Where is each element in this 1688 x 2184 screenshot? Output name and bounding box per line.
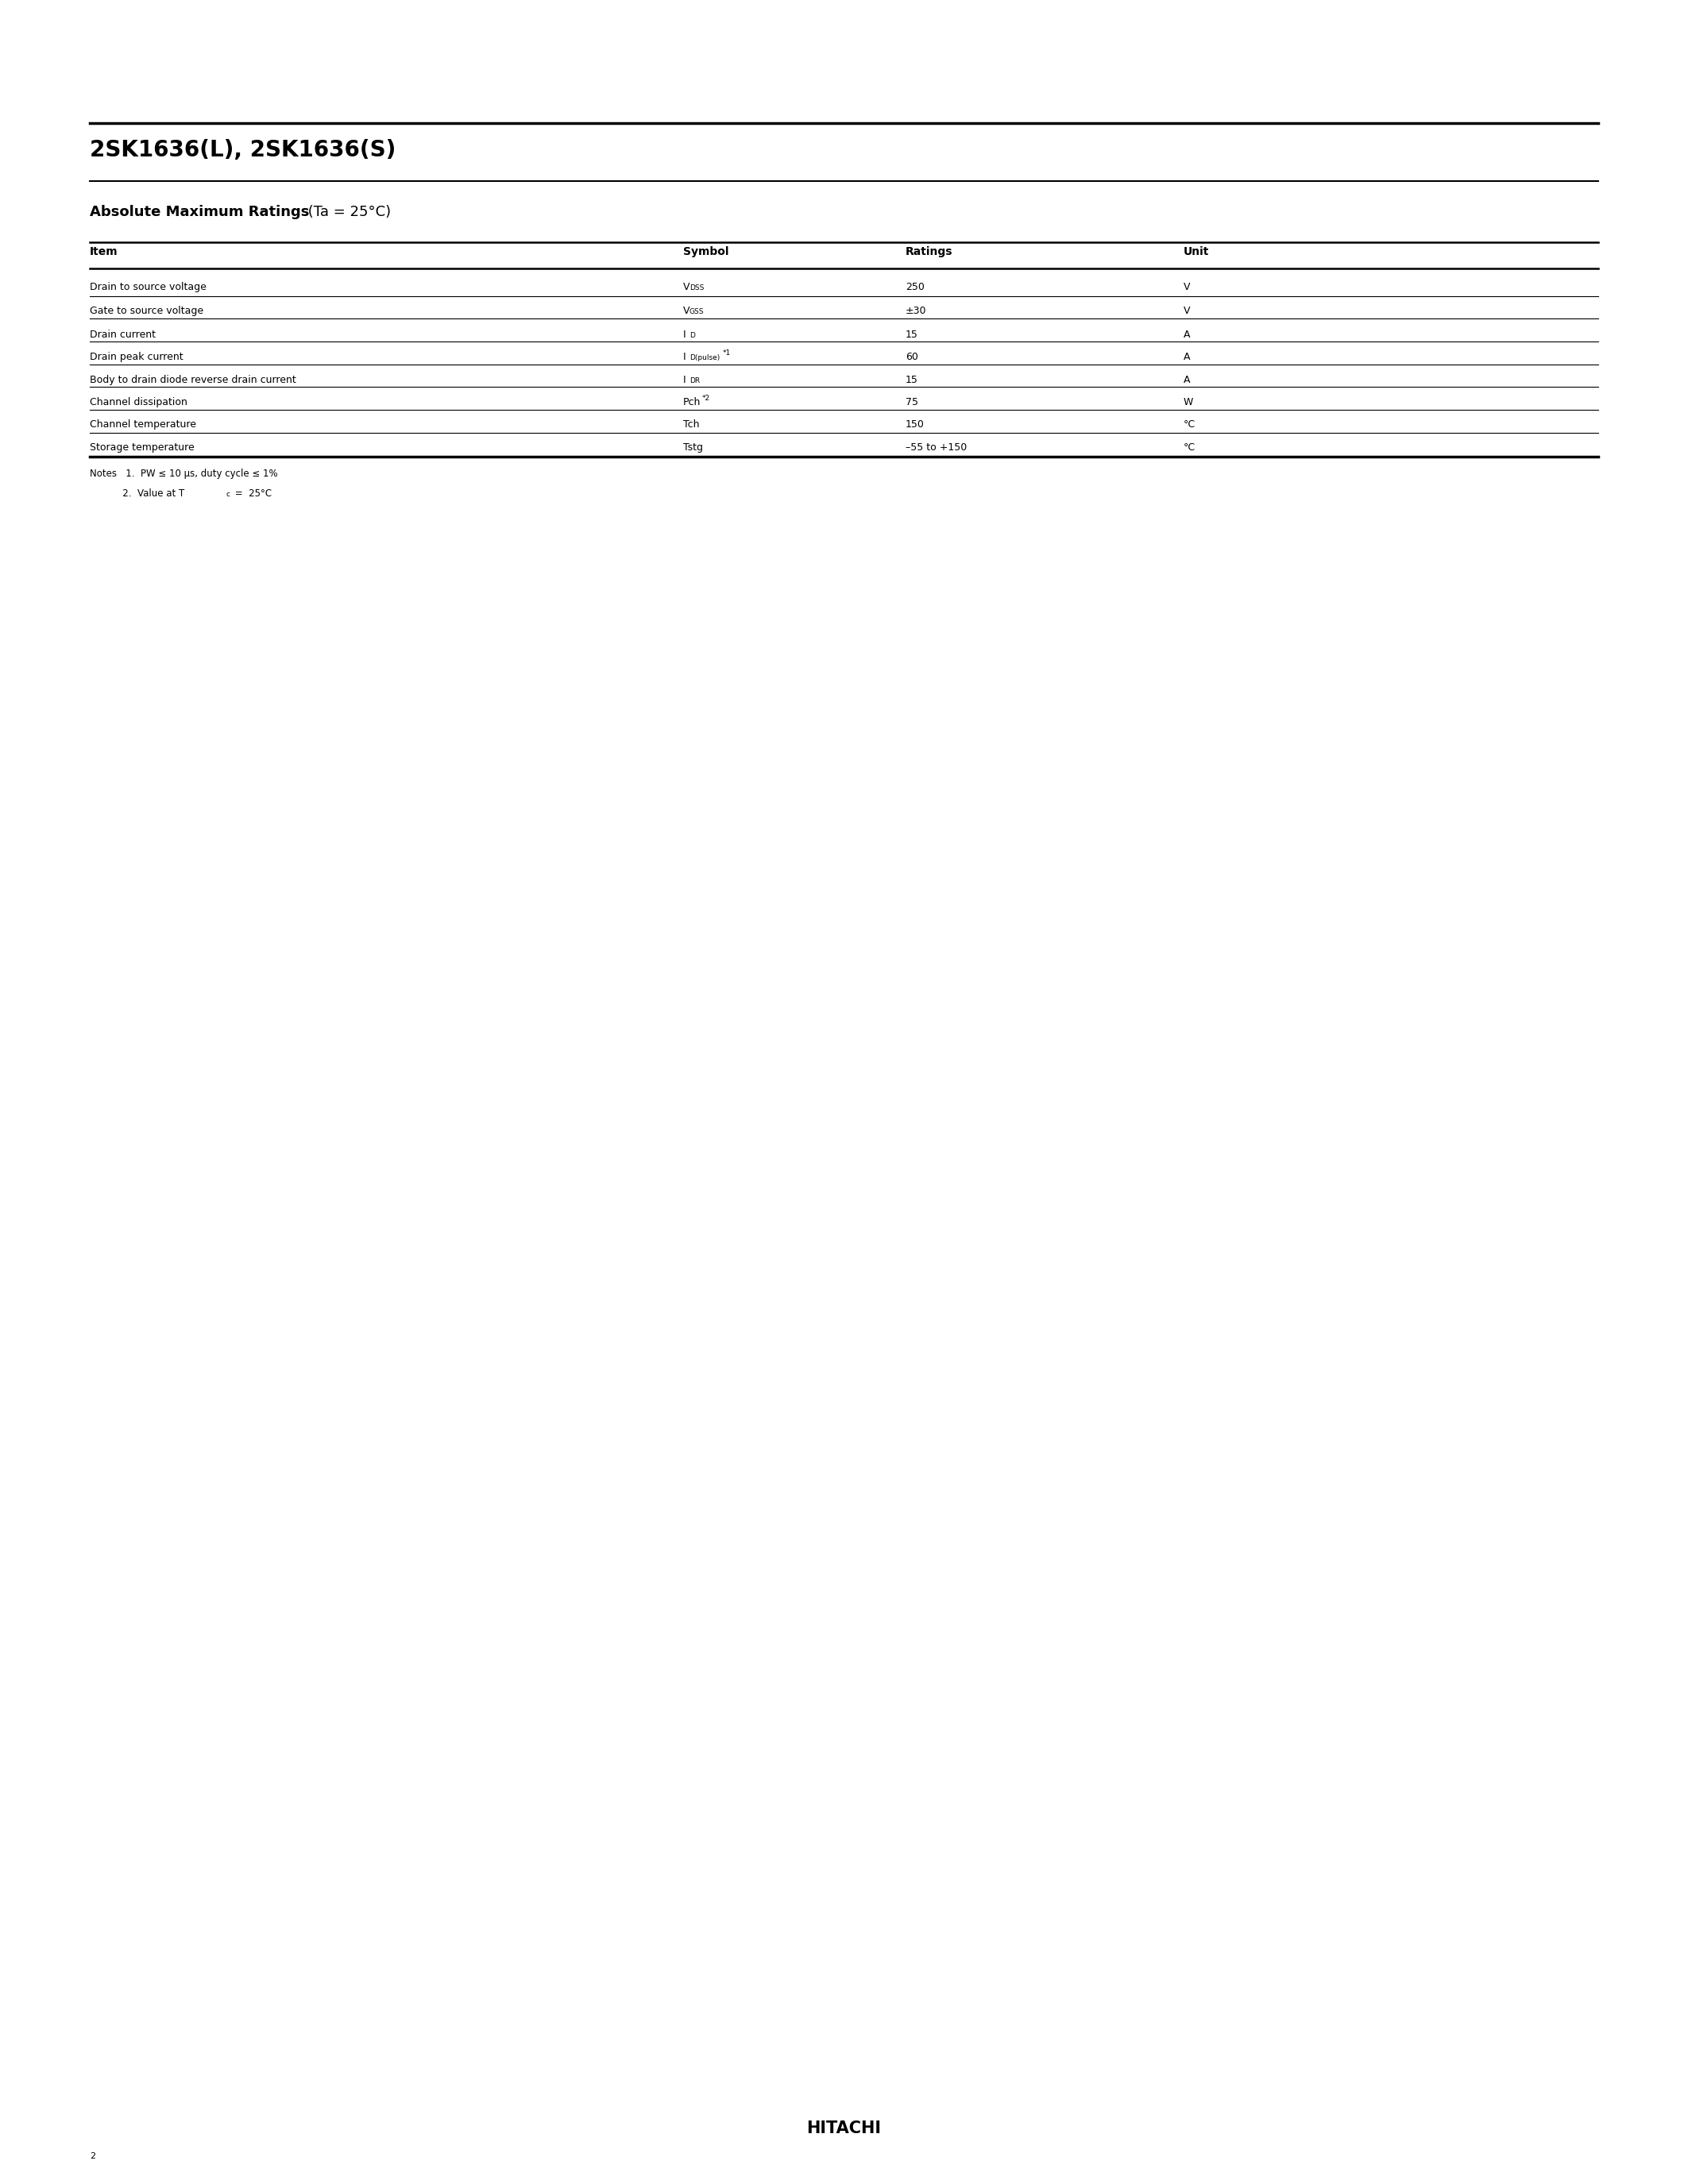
Text: Tstg: Tstg — [684, 443, 702, 452]
Text: GSS: GSS — [689, 308, 704, 314]
Text: I: I — [684, 376, 685, 384]
Text: V: V — [684, 282, 690, 293]
Text: D: D — [689, 332, 695, 339]
Text: Drain to source voltage: Drain to source voltage — [89, 282, 206, 293]
Text: 15: 15 — [905, 330, 918, 341]
Text: A: A — [1183, 352, 1190, 363]
Text: *1: *1 — [722, 349, 731, 356]
Text: D(pulse): D(pulse) — [689, 354, 719, 360]
Text: 150: 150 — [905, 419, 925, 430]
Text: 2.  Value at T: 2. Value at T — [89, 489, 184, 498]
Text: Absolute Maximum Ratings: Absolute Maximum Ratings — [89, 205, 309, 218]
Text: 15: 15 — [905, 376, 918, 384]
Text: I: I — [684, 352, 685, 363]
Text: A: A — [1183, 330, 1190, 341]
Text: Drain peak current: Drain peak current — [89, 352, 184, 363]
Text: –55 to +150: –55 to +150 — [905, 443, 967, 452]
Text: V: V — [1183, 282, 1190, 293]
Text: Channel temperature: Channel temperature — [89, 419, 196, 430]
Text: A: A — [1183, 376, 1190, 384]
Text: Body to drain diode reverse drain current: Body to drain diode reverse drain curren… — [89, 376, 295, 384]
Text: Item: Item — [89, 247, 118, 258]
Text: 60: 60 — [905, 352, 918, 363]
Text: c: c — [226, 491, 230, 498]
Text: Channel dissipation: Channel dissipation — [89, 397, 187, 408]
Text: W: W — [1183, 397, 1193, 408]
Text: 75: 75 — [905, 397, 918, 408]
Text: Drain current: Drain current — [89, 330, 155, 341]
Text: ±30: ±30 — [905, 306, 927, 317]
Text: °C: °C — [1183, 419, 1195, 430]
Text: DR: DR — [689, 378, 701, 384]
Text: °C: °C — [1183, 443, 1195, 452]
Text: Tch: Tch — [684, 419, 699, 430]
Text: I: I — [684, 330, 685, 341]
Text: Unit: Unit — [1183, 247, 1209, 258]
Text: =  25°C: = 25°C — [231, 489, 272, 498]
Text: Ratings: Ratings — [905, 247, 952, 258]
Text: 2SK1636(L), 2SK1636(S): 2SK1636(L), 2SK1636(S) — [89, 140, 397, 162]
Text: V: V — [1183, 306, 1190, 317]
Text: (Ta = 25°C): (Ta = 25°C) — [304, 205, 390, 218]
Text: DSS: DSS — [689, 284, 704, 290]
Text: 2: 2 — [89, 2151, 96, 2160]
Text: Pch: Pch — [684, 397, 701, 408]
Text: Gate to source voltage: Gate to source voltage — [89, 306, 204, 317]
Text: Symbol: Symbol — [684, 247, 729, 258]
Text: 250: 250 — [905, 282, 925, 293]
Text: V: V — [684, 306, 690, 317]
Text: Storage temperature: Storage temperature — [89, 443, 194, 452]
Text: Notes   1.  PW ≤ 10 μs, duty cycle ≤ 1%: Notes 1. PW ≤ 10 μs, duty cycle ≤ 1% — [89, 470, 279, 478]
Text: *2: *2 — [702, 395, 709, 402]
Text: HITACHI: HITACHI — [807, 2121, 881, 2136]
